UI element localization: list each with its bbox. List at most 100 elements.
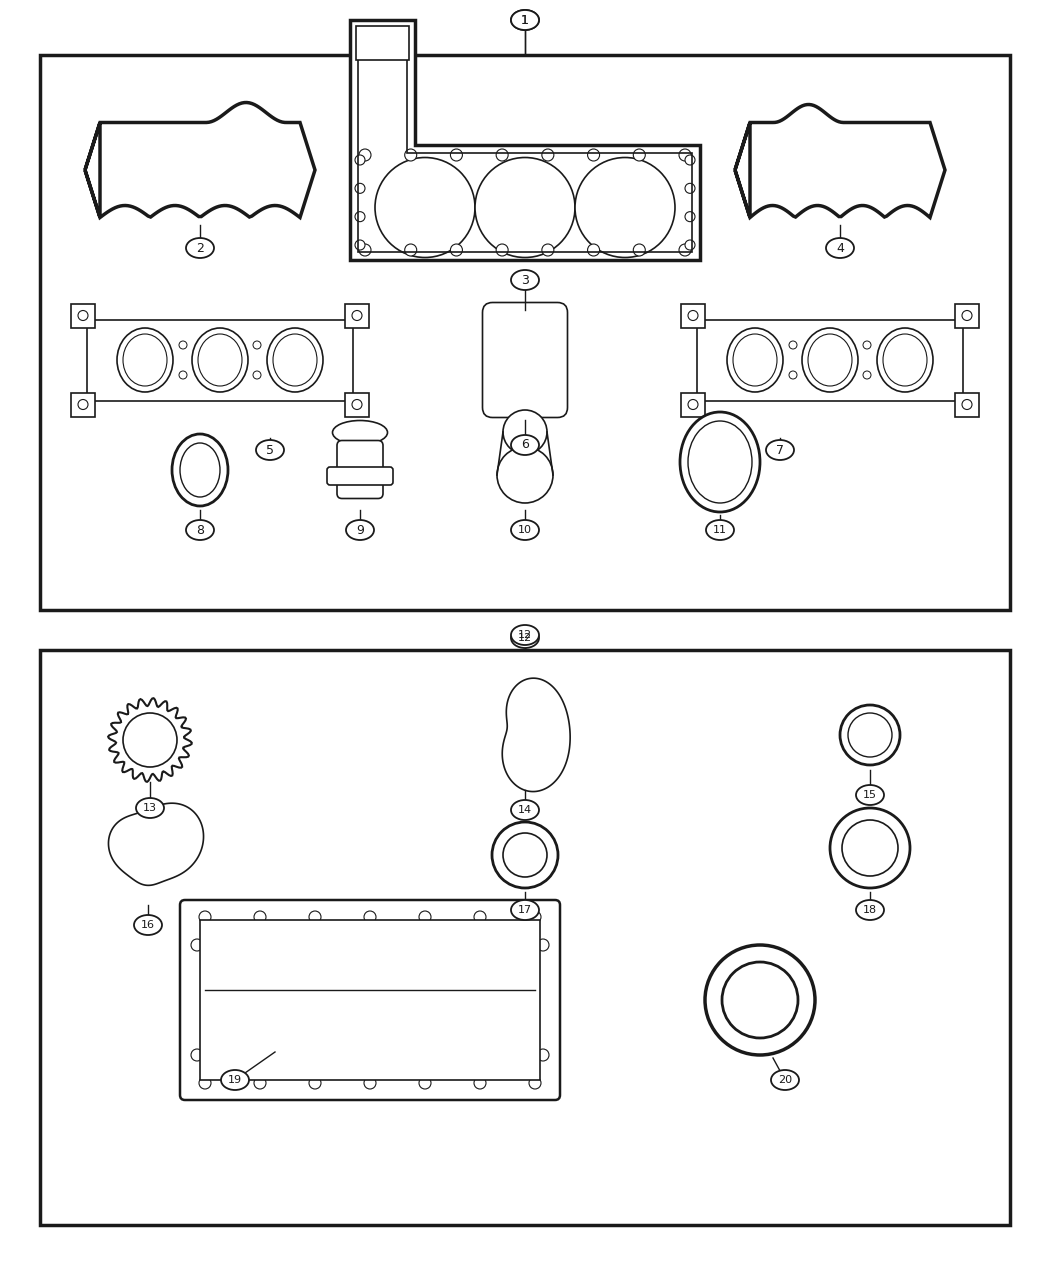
Circle shape [253, 340, 261, 349]
Circle shape [419, 1077, 430, 1089]
Circle shape [542, 149, 553, 161]
Ellipse shape [511, 270, 539, 289]
Ellipse shape [172, 434, 228, 506]
Circle shape [633, 244, 646, 256]
Circle shape [688, 399, 698, 409]
Text: 3: 3 [521, 274, 529, 287]
Ellipse shape [727, 328, 783, 391]
Ellipse shape [134, 915, 162, 935]
Ellipse shape [680, 412, 760, 513]
Text: 8: 8 [196, 524, 204, 537]
Circle shape [450, 244, 462, 256]
Circle shape [200, 1077, 211, 1089]
Text: 1: 1 [521, 14, 529, 27]
Circle shape [722, 963, 798, 1038]
Circle shape [497, 448, 553, 504]
Circle shape [542, 244, 553, 256]
Text: 10: 10 [518, 525, 532, 536]
Text: 17: 17 [518, 905, 532, 915]
Circle shape [962, 311, 972, 320]
Text: 11: 11 [713, 525, 727, 536]
Ellipse shape [511, 10, 539, 31]
Circle shape [309, 1077, 321, 1089]
Text: 15: 15 [863, 790, 877, 799]
Text: 18: 18 [863, 905, 877, 915]
FancyBboxPatch shape [956, 393, 979, 417]
Polygon shape [350, 20, 700, 260]
Circle shape [123, 713, 177, 768]
Circle shape [529, 1077, 541, 1089]
Circle shape [848, 713, 892, 757]
Circle shape [78, 399, 88, 409]
Circle shape [474, 912, 486, 923]
Ellipse shape [856, 900, 884, 921]
Ellipse shape [180, 442, 220, 497]
Circle shape [633, 149, 646, 161]
FancyBboxPatch shape [345, 303, 369, 328]
Circle shape [375, 158, 475, 258]
FancyBboxPatch shape [356, 26, 410, 60]
Circle shape [191, 1049, 203, 1061]
Ellipse shape [856, 785, 884, 805]
Circle shape [450, 149, 462, 161]
Ellipse shape [877, 328, 933, 391]
FancyBboxPatch shape [71, 393, 94, 417]
Circle shape [364, 1077, 376, 1089]
FancyBboxPatch shape [71, 303, 94, 328]
Text: 9: 9 [356, 524, 364, 537]
Ellipse shape [511, 520, 539, 541]
Circle shape [580, 162, 670, 252]
Circle shape [863, 371, 871, 379]
FancyBboxPatch shape [327, 467, 393, 484]
Circle shape [191, 938, 203, 951]
Circle shape [178, 340, 187, 349]
Ellipse shape [883, 334, 927, 386]
Text: 5: 5 [266, 444, 274, 456]
Circle shape [679, 244, 691, 256]
Text: 13: 13 [143, 803, 158, 813]
Ellipse shape [771, 1070, 799, 1090]
Circle shape [863, 340, 871, 349]
Ellipse shape [123, 334, 167, 386]
FancyBboxPatch shape [956, 303, 979, 328]
Circle shape [352, 399, 362, 409]
Circle shape [480, 162, 570, 252]
Text: 14: 14 [518, 805, 532, 815]
Circle shape [253, 371, 261, 379]
Ellipse shape [511, 625, 539, 645]
Text: 16: 16 [141, 921, 155, 929]
FancyBboxPatch shape [697, 320, 963, 400]
Circle shape [404, 244, 417, 256]
Text: 20: 20 [778, 1075, 792, 1085]
Circle shape [475, 158, 575, 258]
Circle shape [685, 212, 695, 222]
Ellipse shape [511, 629, 539, 648]
Text: 12: 12 [518, 630, 532, 640]
Ellipse shape [256, 440, 284, 460]
Circle shape [840, 705, 900, 765]
Ellipse shape [198, 334, 242, 386]
Circle shape [497, 149, 508, 161]
Circle shape [359, 244, 371, 256]
Text: 4: 4 [836, 241, 844, 255]
Circle shape [364, 912, 376, 923]
Ellipse shape [511, 799, 539, 820]
Circle shape [830, 808, 910, 887]
FancyBboxPatch shape [345, 393, 369, 417]
Polygon shape [108, 803, 204, 885]
Circle shape [688, 311, 698, 320]
Circle shape [254, 1077, 266, 1089]
Polygon shape [85, 102, 315, 218]
Circle shape [537, 1049, 549, 1061]
Polygon shape [502, 678, 570, 792]
Circle shape [355, 212, 365, 222]
Ellipse shape [706, 520, 734, 541]
Ellipse shape [826, 238, 854, 258]
Bar [40, 55, 1010, 609]
Circle shape [497, 244, 508, 256]
Circle shape [352, 311, 362, 320]
Ellipse shape [733, 334, 777, 386]
Circle shape [962, 399, 972, 409]
Circle shape [685, 184, 695, 194]
FancyBboxPatch shape [681, 303, 705, 328]
